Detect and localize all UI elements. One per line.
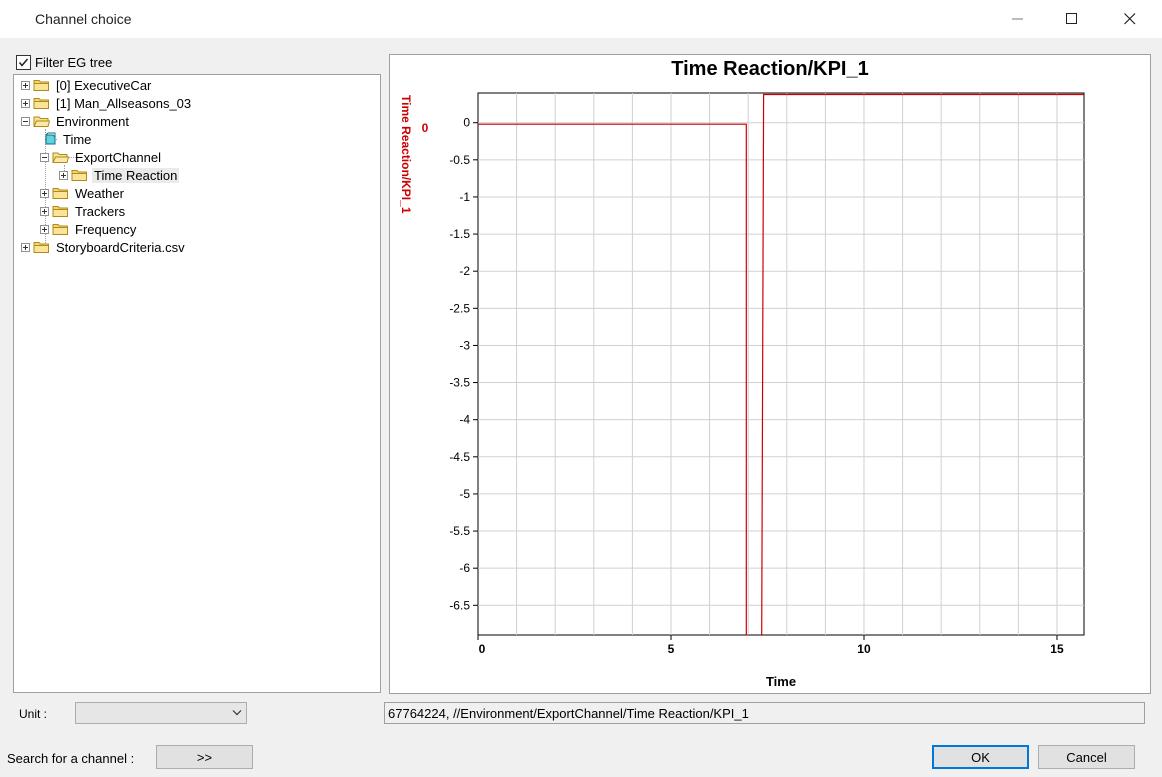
tree-item[interactable]: [0] ExecutiveCar <box>21 76 153 94</box>
tree-item[interactable]: Environment <box>21 112 131 130</box>
tree-item[interactable]: [1] Man_Allseasons_03 <box>21 94 193 112</box>
window-title: Channel choice <box>35 11 132 27</box>
line-chart: 0 -0.5 -1 -1.5 -2 -2.5 -3 -3.5 -4 -4.5 -5 -5.5 -6 -6.… <box>399 92 1085 689</box>
y-tick-label: -6.5 <box>449 598 470 612</box>
chart-title: Time Reaction/KPI_1 <box>671 58 869 80</box>
y-tick-label: -2.5 <box>449 301 470 315</box>
y-tick-label: -0.5 <box>449 153 470 167</box>
filter-eg-tree-label: Filter EG tree <box>35 54 113 70</box>
tree-item-label: Time Reaction <box>92 167 180 183</box>
y-tick-label: -1 <box>459 190 470 204</box>
ok-button[interactable]: OK <box>932 745 1029 769</box>
y-tick-label: -3.5 <box>449 376 470 390</box>
tree-item-label: [0] ExecutiveCar <box>56 77 152 93</box>
tree-item[interactable]: Weather <box>40 184 126 202</box>
x-tick-label: 5 <box>668 642 675 656</box>
folder-icon <box>33 240 50 254</box>
expand-plus-icon[interactable] <box>59 170 68 180</box>
expand-plus-icon[interactable] <box>40 188 49 198</box>
tree-item-label: Environment <box>56 113 129 129</box>
filter-eg-tree-checkbox[interactable] <box>16 54 31 70</box>
tree-item-label: [1] Man_Allseasons_03 <box>56 95 192 111</box>
y-tick-label: -6 <box>459 561 470 575</box>
x-axis-label: Time <box>766 674 796 689</box>
chart-panel: Time Reaction/KPI_1 0 -0.5 -1 -1.5 -2 -2.5 -3 -… <box>389 54 1151 694</box>
axis-value-label: 0 <box>422 121 429 135</box>
search-channel-button[interactable]: >> <box>156 745 253 769</box>
expand-plus-icon[interactable] <box>21 98 30 108</box>
y-tick-label: -1.5 <box>449 227 470 241</box>
tree-item-label: ExportChannel <box>75 149 161 165</box>
series-line <box>478 123 749 636</box>
expand-plus-icon[interactable] <box>21 80 30 90</box>
tree-item-label: Time <box>63 131 92 147</box>
folder-icon <box>52 222 69 236</box>
series-line <box>761 93 1084 636</box>
y-tick-label: -4.5 <box>449 450 470 464</box>
folder-open-icon <box>33 114 50 128</box>
y-tick-label: -2 <box>459 264 470 278</box>
y-tick-label: -3 <box>459 338 470 352</box>
folder-icon <box>52 204 69 218</box>
tree-item[interactable]: ExportChannel <box>40 148 163 166</box>
tree-item[interactable]: Time <box>43 130 93 148</box>
cancel-button[interactable]: Cancel <box>1038 745 1135 769</box>
y-tick-label: 0 <box>463 116 470 130</box>
tree-item[interactable]: Frequency <box>40 220 138 238</box>
expand-plus-icon[interactable] <box>40 206 49 216</box>
unit-label: Unit : <box>19 707 48 721</box>
folder-icon <box>33 78 50 92</box>
channel-path-field[interactable]: 67764224, //Environment/ExportChannel/Ti… <box>384 702 1145 724</box>
maximize-button[interactable] <box>1049 0 1095 38</box>
minimize-icon <box>1012 18 1023 20</box>
expand-plus-icon[interactable] <box>40 224 49 234</box>
tree-item-label: Trackers <box>75 203 126 219</box>
y-axis-label: Time Reaction/KPI_1 <box>399 95 413 214</box>
y-tick-label: -5.5 <box>449 524 470 538</box>
tree-item[interactable]: StoryboardCriteria.csv <box>21 238 187 256</box>
folder-icon <box>33 96 50 110</box>
maximize-icon <box>1066 13 1077 24</box>
y-tick-label: -4 <box>459 413 470 427</box>
chevron-down-icon <box>232 710 242 716</box>
tree-item-label: Weather <box>75 185 124 201</box>
title-bar: Channel choice <box>0 0 1162 38</box>
plot-area <box>477 92 1085 636</box>
tree-item[interactable]: Time Reaction <box>59 166 180 184</box>
expand-plus-icon[interactable] <box>21 242 30 252</box>
x-tick-label: 0 <box>479 642 486 656</box>
y-tick-label: -5 <box>459 487 470 501</box>
filter-eg-tree[interactable]: Filter EG tree <box>16 54 112 70</box>
collapse-minus-icon[interactable] <box>40 152 49 162</box>
unit-select[interactable] <box>75 702 247 724</box>
tree-item-label: Frequency <box>75 221 137 237</box>
search-channel-label: Search for a channel : <box>7 751 135 766</box>
checkmark-icon <box>18 58 29 67</box>
x-tick-label: 15 <box>1050 642 1064 656</box>
minimize-button[interactable] <box>995 0 1041 38</box>
tree-item-label: StoryboardCriteria.csv <box>56 239 185 255</box>
tree-item[interactable]: Trackers <box>40 202 127 220</box>
x-tick-label: 10 <box>857 642 871 656</box>
channel-icon <box>43 132 57 146</box>
folder-open-icon <box>52 150 69 164</box>
folder-icon <box>52 186 69 200</box>
close-button[interactable] <box>1107 0 1153 38</box>
collapse-minus-icon[interactable] <box>21 116 30 126</box>
close-icon <box>1124 13 1136 25</box>
folder-icon <box>71 168 88 182</box>
